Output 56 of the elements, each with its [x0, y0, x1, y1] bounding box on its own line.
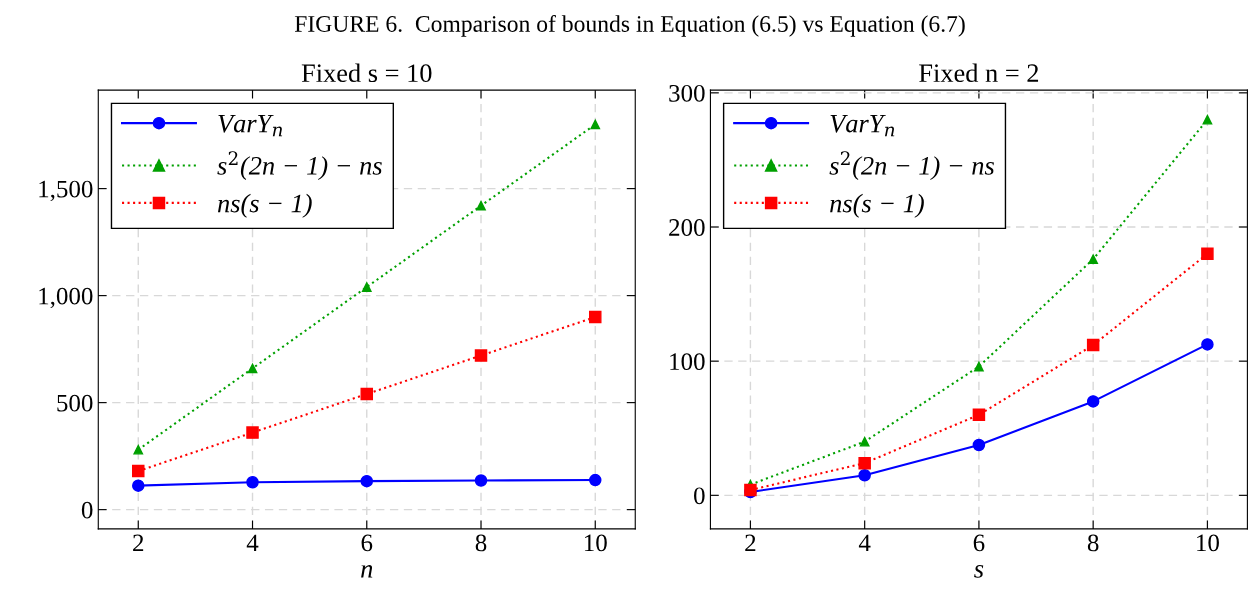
y-tick-label: 300: [669, 84, 705, 102]
point: [1086, 395, 1100, 408]
point: [972, 408, 986, 422]
point: [246, 426, 259, 439]
point: [360, 474, 374, 488]
point: [859, 436, 870, 447]
chart-title: Fixed s = 10: [301, 63, 432, 83]
x-tick-label: 4: [858, 534, 871, 552]
point: [360, 387, 374, 401]
legend-label: s$^{2}$(2n − 1) − ns: [217, 151, 382, 181]
x-tick-label: 8: [1087, 534, 1099, 552]
x-tick-label: 6: [973, 534, 985, 552]
legend-label: ns(s − 1): [217, 193, 312, 218]
x-tick-label: 6: [361, 534, 373, 552]
chart-title: Fixed n = 2: [919, 63, 1039, 83]
x-tick-label: 10: [584, 534, 607, 552]
point: [858, 456, 871, 470]
legend-label: ns(s − 1): [830, 193, 924, 218]
point: [133, 444, 144, 455]
caption: FIGURE 6. Comparison of bounds in Equation (6.5) vs Equation (6.7): [294, 15, 965, 37]
point: [858, 468, 871, 482]
point: [1202, 114, 1213, 125]
point: [247, 363, 258, 374]
x-tick-label: 4: [246, 534, 259, 552]
y-tick-label: 1,500: [39, 180, 93, 202]
point: [1201, 338, 1214, 351]
point: [590, 119, 601, 130]
point: [476, 200, 486, 211]
x-tick-label: 2: [745, 534, 756, 552]
legend-label: VarY$_{n}$: [218, 114, 283, 137]
point: [474, 349, 488, 362]
point: [246, 475, 259, 489]
point: [972, 438, 986, 452]
point: [589, 473, 602, 487]
y-tick-label: 0: [694, 487, 705, 505]
point: [132, 479, 145, 492]
point: [132, 464, 145, 478]
x-tick-label: 8: [475, 534, 487, 552]
x-tick-label: 2: [133, 534, 144, 552]
y-tick-label: 1,000: [39, 287, 93, 309]
x-axis-title: n: [361, 565, 373, 578]
x-tick-label: 10: [1197, 534, 1219, 552]
point: [361, 282, 372, 292]
legend-label: VarY$_{n}$: [830, 114, 895, 137]
point: [589, 310, 602, 324]
point: [1086, 338, 1100, 352]
y-tick-label: 500: [57, 394, 93, 412]
point: [1201, 247, 1214, 261]
x-axis-title: s: [974, 565, 984, 578]
y-tick-label: 0: [81, 501, 93, 519]
point: [1088, 254, 1099, 265]
y-tick-label: 200: [669, 219, 705, 236]
legend-label: s$^{2}$(2n − 1) − ns: [829, 151, 994, 181]
point: [474, 474, 488, 487]
point: [974, 361, 984, 372]
y-tick-label: 100: [670, 353, 705, 371]
